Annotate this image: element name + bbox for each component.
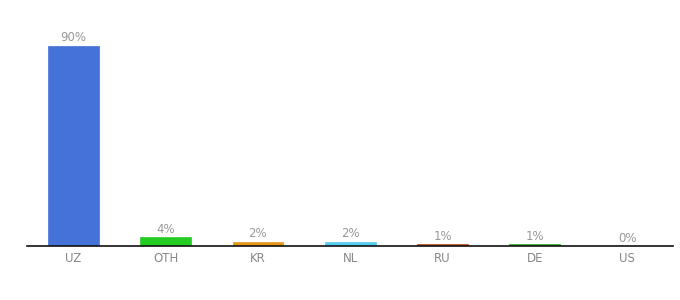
Text: 1%: 1% [526,230,544,243]
Text: 2%: 2% [341,227,360,240]
Text: 4%: 4% [156,223,175,236]
Text: 0%: 0% [618,232,636,245]
Bar [233,242,284,246]
Bar [48,46,99,246]
Text: 90%: 90% [61,32,86,44]
Bar [325,242,375,246]
Bar [509,244,560,246]
Bar [417,244,468,246]
Bar [140,237,191,246]
Text: 2%: 2% [249,227,267,240]
Text: 1%: 1% [433,230,452,243]
